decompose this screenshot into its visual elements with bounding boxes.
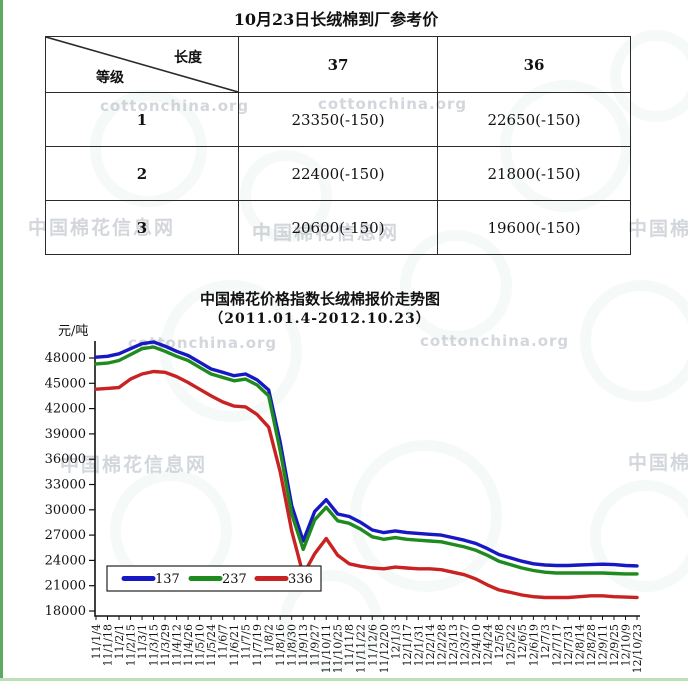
x-tick-label: 12/8/28	[585, 624, 598, 666]
x-tick-label: 12/2/28	[435, 624, 448, 666]
x-tick-label: 12/9/11	[596, 624, 609, 666]
x-tick-label: 11/7/19	[251, 624, 264, 666]
watermark-text: 中国棉花信息网	[628, 218, 688, 240]
table-corner-cell: 等级 长度	[45, 36, 239, 93]
y-tick-label: 18000	[45, 604, 86, 619]
y-tick-label: 42000	[45, 402, 86, 417]
price-cell: 19600(-150)	[437, 200, 631, 255]
column-header-36: 36	[437, 36, 631, 93]
page-bottom-edge	[0, 678, 688, 681]
x-tick-label: 11/12/6	[366, 624, 379, 666]
x-tick-label: 12/10/9	[619, 624, 632, 666]
table-row: 3 20600(-150) 19600(-150)	[45, 200, 631, 255]
corner-label-grade: 等级	[96, 70, 124, 86]
series-line-336	[94, 369, 639, 600]
x-tick-label: 11/11/22	[355, 624, 368, 673]
x-tick-label: 11/8/16	[274, 624, 287, 666]
price-cell: 22650(-150)	[437, 92, 631, 147]
x-tick-label: 12/1/3	[389, 624, 402, 659]
column-header-37: 37	[238, 36, 438, 93]
legend-label-137: 137	[155, 572, 180, 587]
x-tick-label: 12/7/3	[539, 624, 552, 659]
y-tick-label: 48000	[45, 351, 86, 366]
x-tick-label: 11/11/8	[343, 624, 356, 666]
y-tick-label: 33000	[45, 478, 86, 493]
x-tick-label: 12/7/17	[550, 624, 563, 666]
y-tick-label: 36000	[45, 452, 86, 467]
y-axis-unit-label: 元/吨	[58, 324, 89, 339]
page-left-edge	[0, 0, 3, 681]
x-tick-label: 11/10/25	[332, 624, 345, 673]
chart-title: 中国棉花价格指数长绒棉报价走势图	[199, 290, 440, 308]
x-tick-label: 12/5/22	[504, 624, 517, 666]
legend-label-237: 237	[222, 572, 247, 587]
x-tick-label: 11/6/7	[217, 624, 230, 659]
chart-subtitle: （2011.01.4-2012.10.23）	[209, 311, 431, 327]
x-tick-label: 12/5/8	[493, 624, 506, 659]
x-tick-label: 12/3/13	[447, 624, 460, 666]
table-row: 1 23350(-150) 22650(-150)	[45, 92, 631, 147]
table-row: 2 22400(-150) 21800(-150)	[45, 146, 631, 201]
trend-chart: 48000 45000 42000 39000 36000 33000 30000 27000…	[45, 340, 644, 673]
price-table: 等级 长度 37 36 1 23350(-150) 22650(-150) 2 …	[45, 36, 631, 255]
x-tick-label: 11/2/1	[113, 624, 126, 659]
table-title: 10月23日长绒棉到厂参考价	[233, 10, 439, 29]
x-tick-label: 12/4/10	[470, 624, 483, 666]
grade-cell: 1	[45, 92, 239, 147]
corner-diagonal-line	[46, 37, 238, 92]
x-tick-label: 11/12/20	[378, 624, 391, 673]
legend-label-336: 336	[288, 572, 313, 587]
x-tick-label: 11/3/15	[148, 624, 161, 666]
x-tick-label: 12/10/23	[631, 624, 644, 673]
x-tick-label: 11/4/26	[182, 624, 195, 666]
axes	[94, 341, 640, 617]
x-tick-label: 11/9/13	[297, 624, 310, 666]
corner-label-length: 长度	[174, 50, 202, 66]
x-tick-label: 12/4/24	[481, 624, 494, 666]
x-tick-label: 12/1/17	[401, 624, 414, 666]
x-tick-label: 12/9/25	[608, 624, 621, 666]
x-tick-label: 12/3/27	[458, 624, 471, 666]
x-tick-label: 12/8/14	[573, 624, 586, 666]
x-tick-label: 11/1/18	[102, 624, 115, 666]
price-cell: 22400(-150)	[238, 146, 438, 201]
series-line-237	[94, 345, 639, 576]
y-tick-label: 30000	[45, 503, 86, 518]
y-tick-label: 45000	[45, 376, 86, 391]
price-cell: 21800(-150)	[437, 146, 631, 201]
x-tick-label: 11/5/10	[194, 624, 207, 666]
y-tick-label: 21000	[45, 579, 86, 594]
y-tick-label: 39000	[45, 427, 86, 442]
price-cell: 23350(-150)	[238, 92, 438, 147]
x-tick-label: 12/7/31	[562, 624, 575, 666]
x-tick-label: 12/2/14	[424, 624, 437, 666]
x-tick-label: 11/6/21	[228, 624, 241, 666]
x-tick-label: 11/2/15	[125, 624, 138, 666]
x-tick-label: 11/5/24	[205, 624, 218, 666]
grade-cell: 2	[45, 146, 239, 201]
x-tick-label: 12/6/5	[516, 624, 529, 659]
x-tick-label: 11/1/4	[90, 624, 103, 659]
x-tick-label: 11/4/12	[171, 624, 184, 666]
price-cell: 20600(-150)	[238, 200, 438, 255]
x-tick-label: 11/8/30	[286, 624, 299, 666]
series-line-137	[94, 340, 639, 568]
grade-cell: 3	[45, 200, 239, 255]
y-tick-label: 27000	[45, 528, 86, 543]
x-tick-label: 12/1/31	[412, 624, 425, 666]
x-tick-label: 11/3/1	[136, 624, 149, 659]
x-tick-label: 11/9/27	[309, 624, 322, 666]
x-tick-label: 11/8/2	[263, 624, 276, 659]
x-tick-label: 12/6/19	[527, 624, 540, 666]
x-tick-label: 11/7/5	[240, 624, 253, 659]
x-tick-label: 11/10/11	[320, 624, 333, 673]
y-tick-label: 24000	[45, 553, 86, 568]
x-tick-label: 11/3/29	[159, 624, 172, 666]
